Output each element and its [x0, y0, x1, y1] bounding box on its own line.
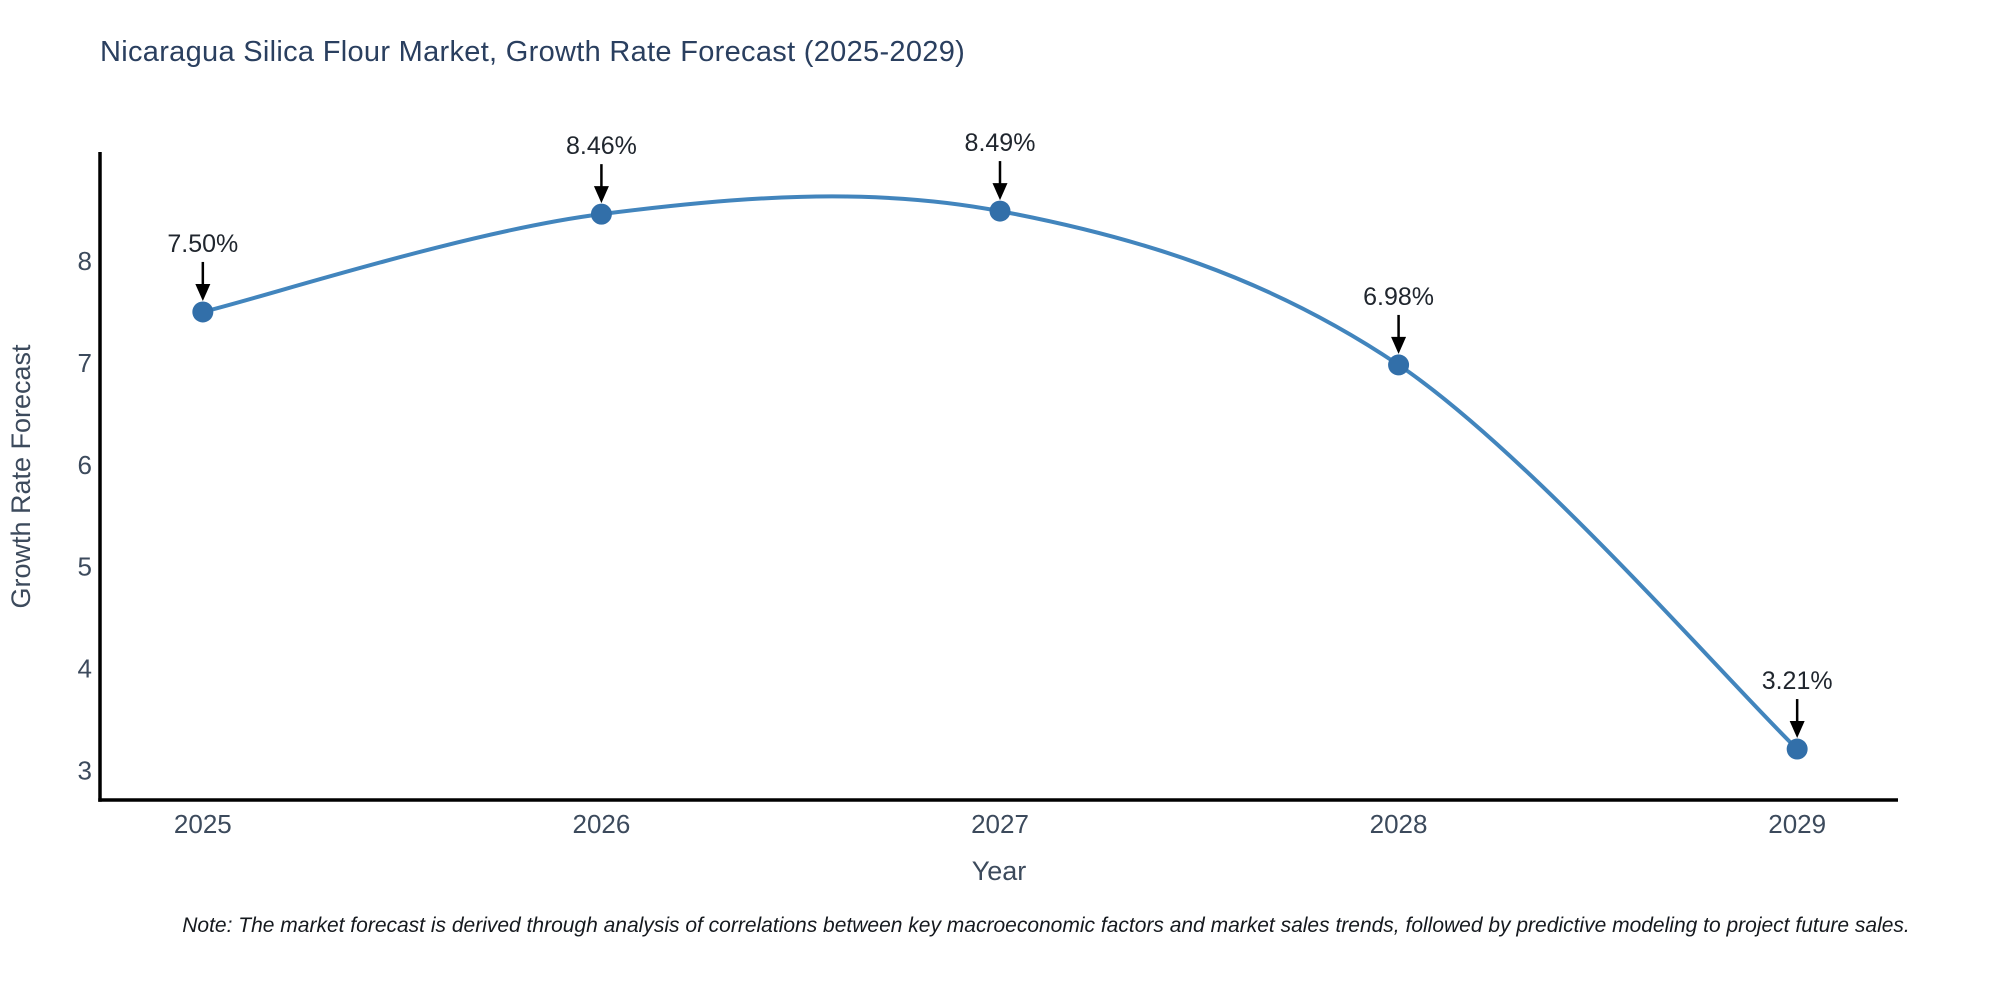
data-point-marker: [989, 200, 1011, 222]
x-tick-label: 2025: [174, 809, 232, 839]
data-point-marker: [1388, 354, 1410, 376]
x-tick-label: 2029: [1768, 809, 1826, 839]
annotation-arrowhead-icon: [195, 283, 211, 301]
y-tick-label: 7: [78, 348, 92, 378]
data-point-value-label: 8.49%: [965, 129, 1036, 157]
annotation-arrowhead-icon: [593, 186, 609, 204]
x-tick-label: 2026: [572, 809, 630, 839]
y-tick-label: 3: [78, 755, 92, 785]
footnote: Note: The market forecast is derived thr…: [182, 914, 1910, 937]
annotation-arrowhead-icon: [1391, 336, 1407, 354]
y-tick-label: 5: [78, 552, 92, 582]
annotation-arrowhead-icon: [1789, 721, 1805, 739]
y-axis-title: Growth Rate Forecast: [6, 344, 36, 609]
x-axis-title: Year: [972, 856, 1027, 886]
data-point-value-label: 3.21%: [1762, 667, 1833, 695]
y-tick-label: 4: [78, 654, 92, 684]
y-tick-label: 8: [78, 246, 92, 276]
data-point-value-label: 6.98%: [1363, 283, 1434, 311]
y-tick-label: 6: [78, 450, 92, 480]
data-point-marker: [192, 301, 214, 323]
data-point-marker: [590, 203, 612, 225]
data-point-marker: [1786, 738, 1808, 760]
x-tick-label: 2028: [1370, 809, 1428, 839]
data-point-value-label: 8.46%: [566, 132, 637, 160]
annotation-arrowhead-icon: [992, 183, 1008, 201]
x-tick-label: 2027: [971, 809, 1029, 839]
data-point-value-label: 7.50%: [167, 230, 238, 258]
chart-title: Nicaragua Silica Flour Market, Growth Ra…: [100, 36, 966, 68]
forecast-line: [200, 194, 1800, 752]
